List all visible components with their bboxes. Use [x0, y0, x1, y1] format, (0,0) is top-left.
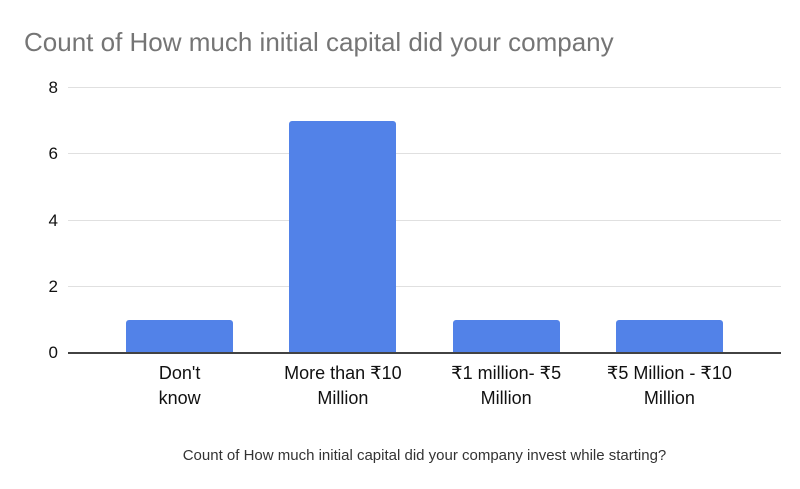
x-axis-category-labels: Don't know More than ₹10 Million ₹1 millio…	[98, 361, 751, 411]
plot-area	[68, 87, 781, 354]
bar-slot	[588, 88, 751, 353]
bar-3[interactable]	[452, 319, 560, 353]
bar-slot	[425, 88, 588, 353]
bar-2[interactable]	[289, 121, 397, 353]
x-category-label: ₹1 million- ₹5 Million	[451, 363, 562, 408]
gridline	[68, 87, 781, 88]
bar-slot	[98, 88, 261, 353]
y-tick-label: 0	[48, 343, 58, 362]
x-axis-title: Count of How much initial capital did yo…	[182, 447, 667, 464]
y-tick-label: 4	[48, 210, 58, 230]
y-axis-tick-labels: 0 2 4 6 8	[0, 78, 58, 362]
x-category-label: ₹5 Million - ₹10 Million	[606, 363, 732, 408]
bar-series	[68, 88, 781, 353]
gridline	[68, 285, 781, 287]
y-tick-label: 2	[48, 276, 58, 296]
y-tick-label: 6	[48, 144, 58, 164]
bar-1[interactable]	[126, 319, 234, 353]
gridline	[68, 219, 781, 221]
x-category-label: Don't know	[158, 363, 201, 408]
x-axis-line	[68, 352, 781, 354]
bar-4[interactable]	[615, 319, 723, 353]
gridline	[68, 153, 781, 155]
y-tick-label: 8	[48, 78, 58, 97]
chart-title: Count of How much initial capital did yo…	[24, 27, 614, 57]
x-category-label: More than ₹10 Million	[284, 363, 402, 408]
bar-slot	[261, 88, 424, 353]
